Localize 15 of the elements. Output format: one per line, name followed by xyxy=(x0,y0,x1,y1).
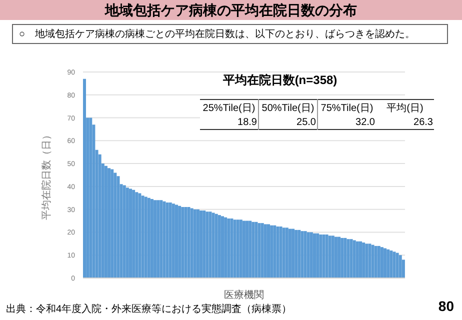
text: 26.3 xyxy=(412,116,434,130)
text: 80 xyxy=(438,298,454,314)
source-note: 出典：令和4年度入院・外来医療等における実態調査（病棟票） xyxy=(6,302,292,316)
annotation: 平均在院日数(n=358) xyxy=(222,72,338,89)
chart-title: 地域包括ケア病棟の平均在院日数の分布 xyxy=(0,0,462,20)
annotation: 25%Tile(日) xyxy=(202,102,256,116)
y-axis-title: 平均在院日数（日） xyxy=(40,130,53,220)
annotation: 32.0 xyxy=(318,116,376,130)
annotation: 25.0 xyxy=(258,116,318,130)
annotation: 平均(日) xyxy=(386,102,424,116)
x-axis-title: 医療機関 xyxy=(224,289,264,301)
annotation: 18.9 xyxy=(236,116,258,130)
annotation: 75%Tile(日) xyxy=(318,100,376,116)
chart-subtitle: ○ 地域包括ケア病棟の病棟ごとの平均在院日数は、以下のとおり、ばらつきを認めた。 xyxy=(12,24,448,44)
annotation: 50%Tile(日) xyxy=(258,100,318,116)
